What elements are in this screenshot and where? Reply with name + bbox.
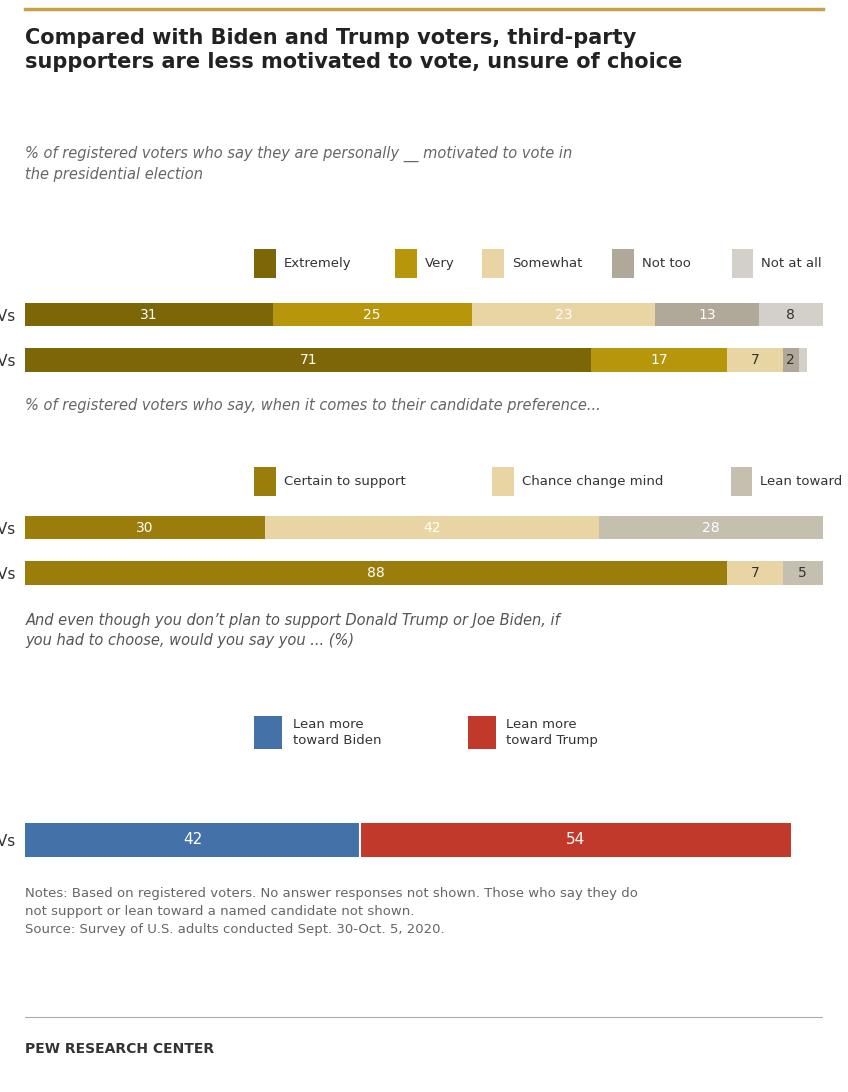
Bar	[254, 249, 276, 277]
Text: Lean more
toward Trump: Lean more toward Trump	[506, 719, 598, 747]
Bar	[493, 467, 514, 496]
Text: Not at all: Not at all	[762, 257, 822, 270]
Bar	[25, 561, 727, 585]
Bar	[612, 249, 634, 277]
Bar	[25, 348, 591, 372]
Text: 30: 30	[137, 521, 153, 535]
Bar	[395, 249, 417, 277]
Text: 54: 54	[566, 832, 585, 847]
Text: PEW RESEARCH CENTER: PEW RESEARCH CENTER	[25, 1042, 215, 1056]
Bar	[254, 467, 276, 496]
Text: Lean toward: Lean toward	[760, 475, 842, 488]
Text: 88: 88	[367, 566, 385, 580]
Text: Compared with Biden and Trump voters, third-party
supporters are less motivated : Compared with Biden and Trump voters, th…	[25, 27, 683, 72]
Bar	[727, 561, 783, 585]
Text: Chance change mind: Chance change mind	[522, 475, 663, 488]
Bar	[265, 515, 600, 539]
Text: 28: 28	[702, 521, 720, 535]
Text: 25: 25	[364, 308, 381, 322]
Text: 17: 17	[650, 353, 668, 367]
Text: 2: 2	[786, 353, 795, 367]
Bar	[468, 716, 496, 749]
Bar	[360, 822, 790, 857]
Bar	[783, 348, 799, 372]
Text: Extremely: Extremely	[284, 257, 352, 270]
Text: And even though you don’t plan to support Donald Trump or Joe Biden, if
you had : And even though you don’t plan to suppor…	[25, 614, 561, 648]
Text: 71: 71	[299, 353, 317, 367]
Text: 8: 8	[786, 308, 795, 322]
Bar	[25, 515, 265, 539]
Bar	[600, 515, 823, 539]
Text: 42: 42	[423, 521, 441, 535]
Bar	[272, 302, 471, 327]
Text: 5: 5	[798, 566, 807, 580]
Bar	[732, 249, 753, 277]
Bar	[25, 822, 360, 857]
Text: 13: 13	[698, 308, 716, 322]
Bar	[730, 467, 752, 496]
Text: Notes: Based on registered voters. No answer responses not shown. Those who say : Notes: Based on registered voters. No an…	[25, 887, 639, 936]
Bar	[799, 348, 806, 372]
Bar	[759, 302, 823, 327]
Text: 42: 42	[183, 832, 203, 847]
Text: Very: Very	[425, 257, 455, 270]
Text: 31: 31	[140, 308, 158, 322]
Bar	[727, 348, 783, 372]
Text: Somewhat: Somewhat	[512, 257, 582, 270]
Text: Lean more
toward Biden: Lean more toward Biden	[293, 719, 381, 747]
Bar	[254, 716, 282, 749]
Text: 7: 7	[750, 566, 759, 580]
Bar	[656, 302, 759, 327]
Bar	[25, 302, 272, 327]
Text: 23: 23	[555, 308, 572, 322]
Text: Not too: Not too	[642, 257, 691, 270]
Text: % of registered voters who say, when it comes to their candidate preference...: % of registered voters who say, when it …	[25, 397, 601, 413]
Text: % of registered voters who say they are personally __ motivated to vote in
the p: % of registered voters who say they are …	[25, 146, 572, 182]
Text: Certain to support: Certain to support	[284, 475, 405, 488]
Bar	[783, 561, 823, 585]
Bar	[591, 348, 727, 372]
Bar	[471, 302, 656, 327]
Bar	[483, 249, 504, 277]
Text: 7: 7	[750, 353, 759, 367]
